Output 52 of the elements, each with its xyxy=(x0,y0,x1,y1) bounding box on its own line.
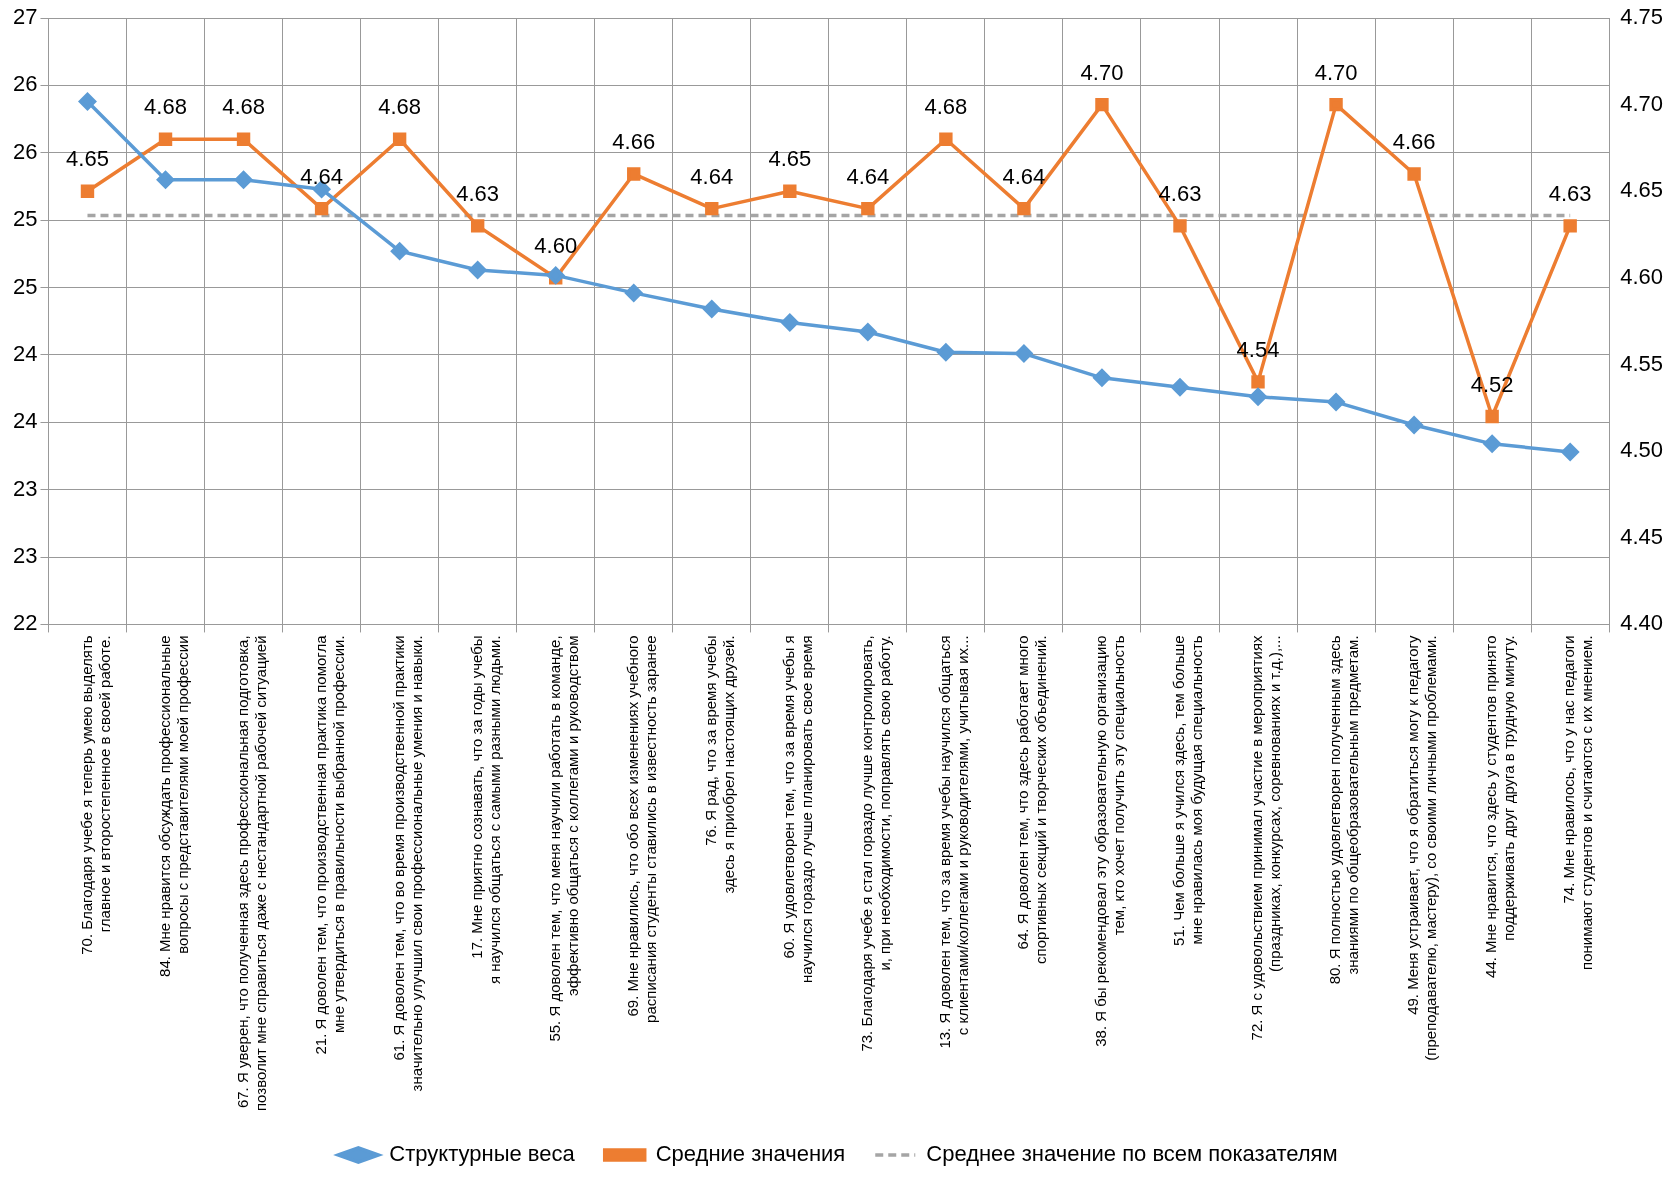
x-tick-label: 61. Я доволен тем, что во время производственной практики значительно улучшил свои профессиональные умения и навыки. xyxy=(389,635,425,1092)
y2-tick-label: 4.65 xyxy=(1620,177,1664,203)
x-tick-label: 76. Я рад, что за время учебы здесь я приобрел настоящих друзей. xyxy=(701,635,737,894)
x-tick-label: 73. Благодаря учебе я стал гораздо лучше контролировать, и, при необходимости, поправлять свою работу. xyxy=(857,635,893,1052)
x-tick-label: 72. Я с удовольствием принимал участие в мероприятиях (праздниках, конкурсах, соревнованиях и т.д.),... xyxy=(1248,634,1284,1041)
legend-label: Структурные веса xyxy=(389,1141,576,1167)
y2-tick-label: 4.40 xyxy=(1620,610,1664,636)
data-label: 4.64 xyxy=(300,163,344,189)
x-tick-label: 17. Мне приятно сознавать, что за годы учебы я научился общаться с самыми разными людьми. xyxy=(467,635,503,985)
data-label: 4.64 xyxy=(690,163,734,189)
legend-label: Среднее значение по всем показателям xyxy=(926,1141,1338,1167)
y2-tick-label: 4.70 xyxy=(1620,90,1664,116)
data-label: 4.66 xyxy=(1392,129,1436,154)
x-tick-label: 80. Я полностью удовлетворен полученным здесь знаниями по общеобразовательным предметам. xyxy=(1326,635,1362,985)
data-label: 4.68 xyxy=(144,94,187,120)
y-tick-label: 25 xyxy=(12,273,38,299)
y-tick-label: 22 xyxy=(12,610,38,636)
y2-tick-label: 4.60 xyxy=(1620,263,1664,289)
x-tick-label: 13. Я доволен тем, что за время учебы научился общаться с клиентами/коллегами и руководителями, учитывая их... xyxy=(936,635,972,1049)
data-label: 4.68 xyxy=(378,94,422,120)
y2-tick-label: 4.55 xyxy=(1620,350,1664,376)
data-label: 4.60 xyxy=(534,232,578,258)
y-tick-label: 24 xyxy=(12,340,38,366)
y-tick-label: 26 xyxy=(12,138,38,164)
x-tick-label: 49. Меня устраивает, что я обратиться могу к педагогу (преподавателю, мастеру), со своими личными проблемами. xyxy=(1404,634,1440,1061)
x-tick-label: 21. Я доволен тем, что производственная практика помогла мне утвердиться в правильности выбранной профессии. xyxy=(311,634,347,1055)
data-label: 4.63 xyxy=(1158,180,1202,206)
data-label: 4.65 xyxy=(66,146,109,172)
y-tick-label: 27 xyxy=(12,4,38,30)
data-label: 4.64 xyxy=(1002,163,1046,189)
data-label: 4.65 xyxy=(768,146,812,172)
data-label: 4.68 xyxy=(924,94,968,120)
x-tick-label: 74. Мне нравилось, что у нас педагоги понимают студентов и считаются с их мнением. xyxy=(1560,635,1596,970)
y2-tick-label: 4.45 xyxy=(1620,523,1664,549)
data-label: 4.68 xyxy=(222,94,265,120)
data-label: 4.70 xyxy=(1080,59,1124,85)
data-label: 4.63 xyxy=(456,180,500,206)
data-label: 4.64 xyxy=(846,163,890,189)
legend-label: Средние значения xyxy=(655,1141,846,1167)
x-tick-label: 64. Я доволен тем, что здесь работает много спортивных секций и творческих объединений. xyxy=(1014,635,1050,964)
y-tick-label: 24 xyxy=(12,408,38,434)
y2-tick-label: 4.50 xyxy=(1620,437,1664,463)
y2-tick-label: 4.75 xyxy=(1620,4,1664,30)
data-label: 4.63 xyxy=(1548,180,1592,206)
x-tick-label: 70. Благодаря учебе я теперь умею выделять главное и второстепенное в своей работе. xyxy=(77,635,113,955)
data-label: 4.66 xyxy=(612,129,656,154)
data-label: 4.70 xyxy=(1314,59,1358,85)
y-tick-label: 23 xyxy=(12,543,38,569)
y-tick-label: 26 xyxy=(12,71,38,97)
y-tick-label: 23 xyxy=(12,475,38,501)
y-tick-label: 25 xyxy=(12,206,38,232)
x-tick-label: 44. Мне нравится, что здесь у студентов принято поддерживать друг друга в трудную минуту. xyxy=(1482,635,1518,978)
